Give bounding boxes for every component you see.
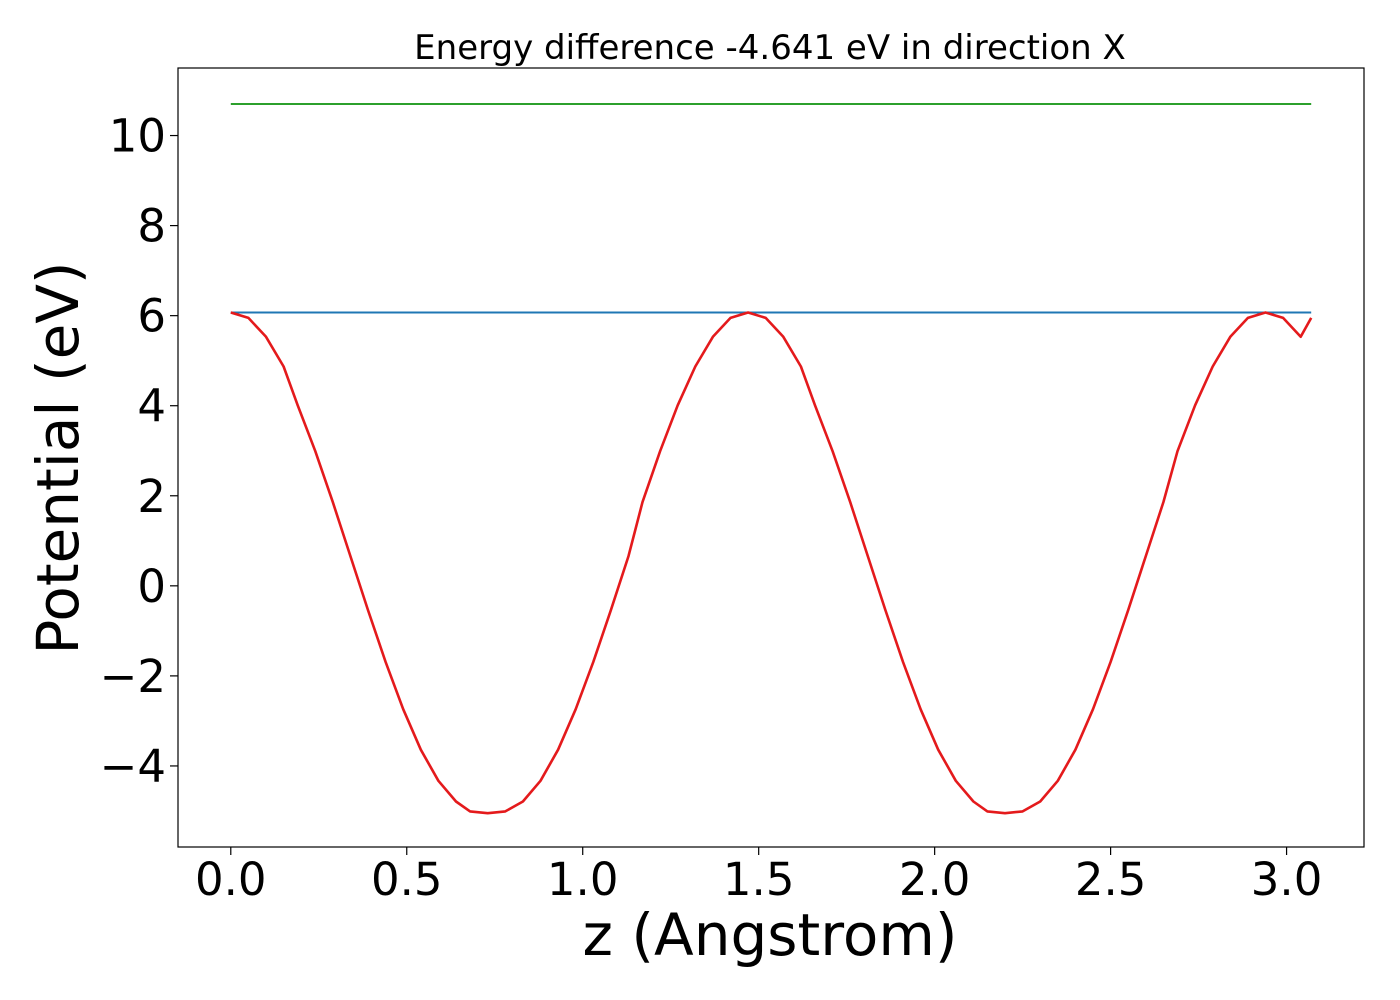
y-tick-label: 8 xyxy=(137,200,166,253)
x-tick-label: 0.5 xyxy=(371,853,443,906)
x-tick-label: 1.0 xyxy=(547,853,619,906)
red-potential-series xyxy=(230,311,1313,815)
plot-frame xyxy=(177,67,1365,848)
chart-title: Energy difference -4.641 eV in direction… xyxy=(414,28,1126,68)
x-tick-label: 2.5 xyxy=(1075,853,1147,906)
plot-area xyxy=(230,103,1313,815)
x-tick-label: 0.0 xyxy=(195,853,267,906)
y-tick-label: −2 xyxy=(100,650,166,703)
y-axis-label: Potential (eV) xyxy=(24,261,92,654)
y-tick-label: 0 xyxy=(137,560,166,613)
x-axis: 0.0 0.5 1.0 1.5 2.0 2.5 3.0 xyxy=(195,847,1322,906)
x-axis-label: z (Angstrom) xyxy=(583,901,958,969)
y-tick-label: 6 xyxy=(137,290,166,343)
y-tick-label: 10 xyxy=(109,110,166,163)
y-tick-label: 4 xyxy=(137,380,166,433)
y-axis: −4 −2 0 2 4 6 8 10 xyxy=(100,110,178,793)
y-tick-label: −4 xyxy=(100,740,166,793)
x-tick-label: 1.5 xyxy=(723,853,795,906)
y-tick-label: 2 xyxy=(137,470,166,523)
x-tick-label: 2.0 xyxy=(899,853,971,906)
x-tick-label: 3.0 xyxy=(1251,853,1323,906)
